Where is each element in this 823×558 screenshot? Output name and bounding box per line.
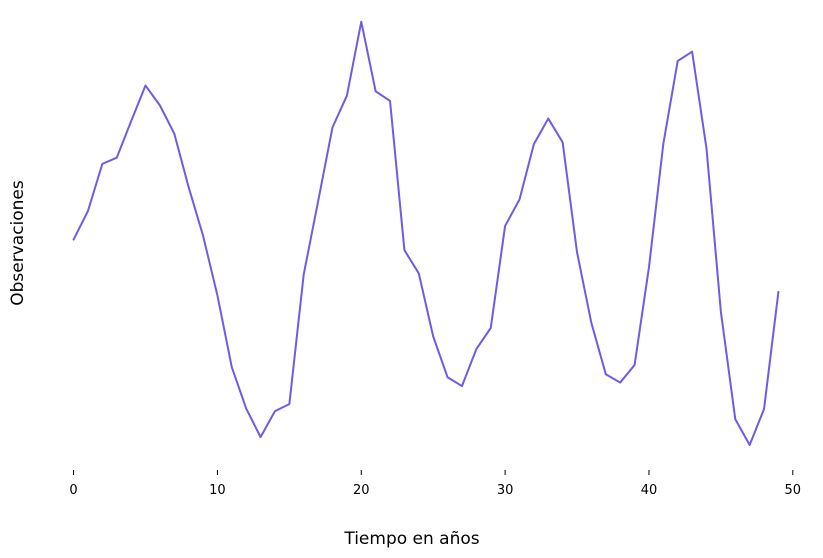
x-tick-label: 20 — [353, 483, 370, 498]
x-axis-ticks: 0 10 20 30 40 50 — [69, 470, 801, 498]
y-axis-label: Observaciones — [8, 180, 28, 306]
series-line — [72, 20, 780, 447]
x-tick-label: 30 — [497, 483, 514, 498]
plot-area — [72, 20, 780, 447]
x-tick-label: 40 — [641, 483, 658, 498]
x-tick-label: 0 — [69, 483, 77, 498]
x-tick-label: 10 — [209, 483, 226, 498]
x-tick-label: 50 — [785, 483, 802, 498]
x-axis-label: Tiempo en años — [343, 529, 479, 549]
